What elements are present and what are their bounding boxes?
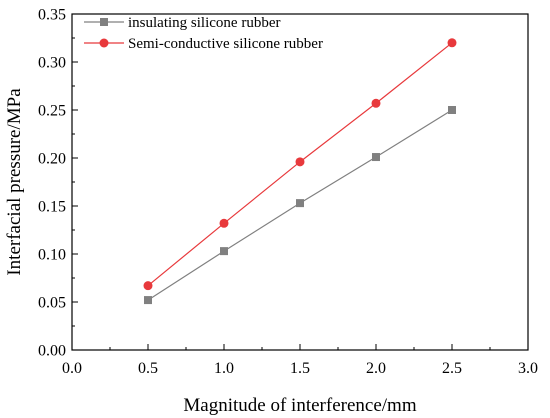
data-point <box>372 153 380 162</box>
x-tick-label: 1.5 <box>290 360 310 377</box>
y-tick-label: 0.15 <box>38 199 66 216</box>
legend-label: Semi-conductive silicone rubber <box>128 36 323 52</box>
data-point <box>448 106 456 114</box>
data-point <box>295 157 305 167</box>
data-point <box>144 296 152 305</box>
data-point <box>447 38 457 48</box>
y-tick-label: 0.35 <box>38 7 66 24</box>
y-tick-label: 0.25 <box>38 103 66 120</box>
plot-frame <box>71 13 529 351</box>
x-tick-label: 0.5 <box>138 360 158 377</box>
x-axis-label: Magnitude of interference/mm <box>183 395 416 416</box>
y-tick-label: 0.30 <box>38 55 66 72</box>
data-point <box>296 199 304 208</box>
data-point <box>143 281 153 291</box>
data-point <box>219 218 229 228</box>
x-tick-label: 3.0 <box>518 360 538 377</box>
legend-marker <box>100 18 108 26</box>
legend: insulating silicone rubber Semi-conductiv… <box>84 15 323 52</box>
y-axis-label: Interfacial pressure/MPa <box>4 88 25 276</box>
y-tick-label: 0.20 <box>38 151 66 168</box>
legend-marker <box>99 38 109 48</box>
legend-label: insulating silicone rubber <box>128 15 280 31</box>
x-tick-label: 2.0 <box>366 360 386 377</box>
data-point <box>220 247 228 256</box>
x-tick-label: 2.5 <box>442 360 462 377</box>
x-tick-label: 1.0 <box>214 360 234 377</box>
y-tick-label: 0.00 <box>38 343 66 360</box>
y-tick-label: 0.10 <box>38 247 66 264</box>
data-point <box>371 98 381 108</box>
x-tick-label: 0.0 <box>62 360 82 377</box>
y-tick-label: 0.05 <box>38 295 66 312</box>
plot-layer: 0.0 0.5 1.0 1.5 2.0 2.5 3.0 0.00 0.05 0.10 0.15 0.2… <box>38 7 538 378</box>
